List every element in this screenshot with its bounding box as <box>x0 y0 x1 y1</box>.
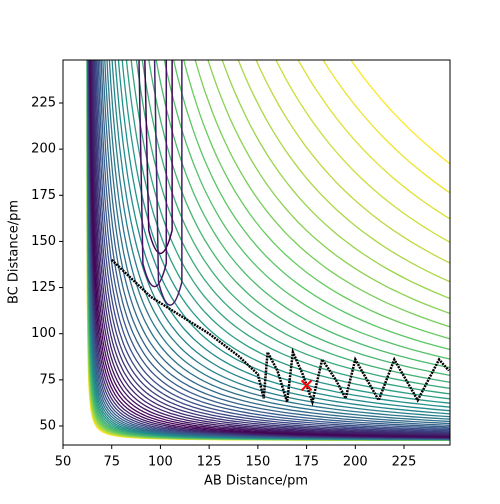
contour-line <box>183 60 450 340</box>
contour-line <box>90 60 450 437</box>
contour-line <box>117 60 450 408</box>
contour-line <box>88 60 450 439</box>
contour-line <box>90 60 450 437</box>
contour-line <box>207 60 450 315</box>
y-tick-label: 75 <box>39 372 56 387</box>
contour-line <box>104 60 450 423</box>
contour-line <box>92 60 450 435</box>
contour-lines <box>86 60 450 442</box>
contour-line <box>91 60 450 436</box>
contour-line <box>106 60 450 420</box>
contour-line <box>255 60 450 264</box>
y-tick-label: 50 <box>39 418 56 433</box>
contour-line <box>89 60 450 438</box>
contour-line <box>138 60 168 288</box>
contour-line <box>102 60 450 425</box>
x-tick-label: 225 <box>392 455 417 470</box>
trajectory <box>110 258 450 407</box>
contour-line <box>87 60 450 440</box>
contour-line <box>125 60 450 400</box>
contour-line <box>141 60 450 383</box>
contour-line <box>91 60 450 436</box>
contour-line <box>221 60 450 300</box>
x-axis-label: AB Distance/pm <box>204 474 308 489</box>
contour-line <box>135 60 450 390</box>
contour-line <box>111 60 450 415</box>
x-tick-label: 75 <box>103 455 120 470</box>
contour-line <box>130 60 450 395</box>
contour-line <box>108 60 450 418</box>
y-axis-label: BC Distance/pm <box>7 200 22 304</box>
contour-line <box>172 60 450 351</box>
contour-line <box>121 60 450 404</box>
contour-line <box>89 60 450 438</box>
contour-line <box>87 60 450 440</box>
y-tick-label: 100 <box>31 326 56 341</box>
contour-line <box>98 60 450 428</box>
contour-line <box>153 60 183 306</box>
y-tick-label: 200 <box>31 142 56 157</box>
marker <box>300 379 313 392</box>
contour-line <box>95 60 450 432</box>
x-tick-label: 175 <box>294 455 319 470</box>
y-tick-label: 150 <box>31 234 56 249</box>
contour-line <box>144 60 173 254</box>
y-tick-label: 225 <box>31 96 56 111</box>
x-tick-label: 200 <box>343 455 368 470</box>
contour-line <box>148 60 450 377</box>
contour-line <box>100 60 450 426</box>
contour-line <box>94 60 450 433</box>
contour-line <box>155 60 450 369</box>
plot-frame <box>62 59 451 446</box>
contour-line <box>88 60 450 439</box>
y-tick-label: 125 <box>31 280 56 295</box>
contour-line <box>194 60 450 328</box>
y-tick-label: 175 <box>31 188 56 203</box>
x-tick-label: 50 <box>55 455 72 470</box>
x-tick-label: 125 <box>197 455 222 470</box>
x-tick-label: 150 <box>245 455 270 470</box>
contour-line <box>114 60 450 412</box>
contour-line <box>163 60 450 360</box>
contour-line <box>93 60 450 434</box>
contour-line <box>97 60 450 430</box>
contour-line <box>96 60 450 431</box>
x-tick-label: 100 <box>148 455 173 470</box>
contour-line <box>88 60 450 439</box>
